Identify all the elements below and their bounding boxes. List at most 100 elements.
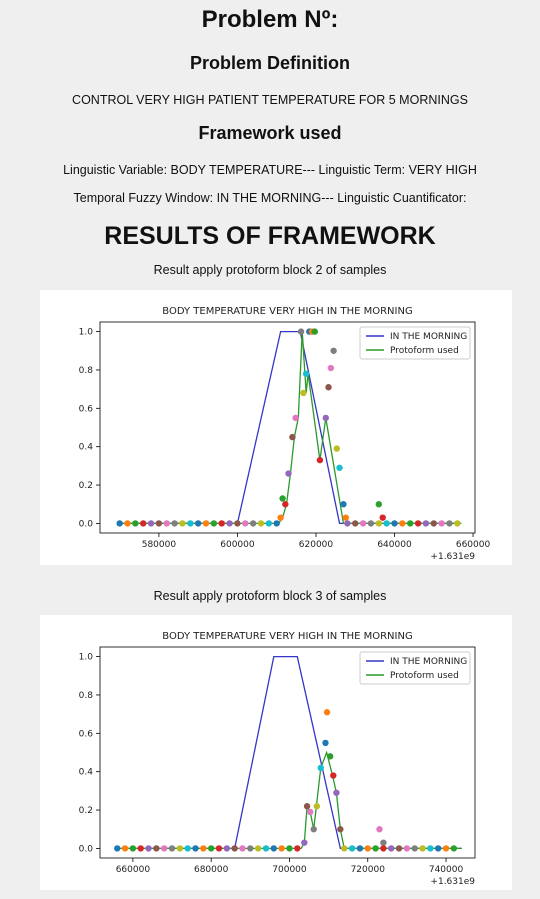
legend-box — [359, 326, 471, 360]
data-point — [114, 845, 121, 852]
data-point — [289, 433, 296, 441]
data-point — [322, 739, 329, 747]
data-point — [121, 845, 129, 852]
data-point — [153, 845, 160, 852]
data-point — [286, 845, 293, 852]
data-point — [277, 514, 284, 521]
data-point — [442, 845, 450, 852]
data-point — [430, 520, 437, 527]
y-tick-label: 0.2 — [79, 481, 93, 491]
series-line — [119, 331, 462, 525]
data-point — [322, 414, 329, 422]
y-tick-label: 0.4 — [79, 443, 94, 453]
data-point — [375, 520, 382, 527]
results-heading: RESULTS OF FRAMEWORK — [104, 222, 436, 250]
data-point — [307, 808, 314, 816]
data-point — [239, 845, 246, 852]
data-point — [375, 501, 382, 508]
data-point — [316, 456, 324, 464]
data-point — [218, 520, 225, 527]
data-point — [399, 520, 406, 527]
data-point — [254, 845, 262, 852]
section-heading: Framework used — [198, 123, 342, 143]
data-point — [171, 520, 178, 527]
data-point — [327, 364, 335, 372]
plot-area — [114, 655, 462, 852]
data-point — [129, 845, 137, 852]
data-point — [282, 501, 289, 508]
x-offset-label: +1.631e9 — [430, 552, 475, 562]
data-point — [155, 520, 163, 527]
data-point — [313, 803, 321, 810]
axes-frame — [99, 321, 476, 534]
data-point — [265, 520, 273, 527]
data-point — [303, 803, 311, 810]
chart-title: BODY TEMPERATURE VERY HIGH IN THE MORNIN… — [162, 631, 412, 642]
data-point — [302, 370, 310, 377]
data-point — [340, 501, 347, 508]
data-point — [231, 845, 238, 852]
x-tick-label: 700000 — [272, 865, 307, 875]
data-point — [336, 464, 343, 471]
data-point — [323, 709, 331, 716]
data-point — [116, 520, 123, 527]
legend-box — [359, 651, 471, 685]
chart-title: BODY TEMPERATURE VERY HIGH IN THE MORNIN… — [162, 306, 412, 317]
legend-label: IN THE MORNING — [390, 332, 467, 342]
data-point — [372, 845, 379, 852]
data-point — [422, 520, 430, 527]
data-point — [403, 845, 411, 852]
data-point — [333, 789, 340, 796]
data-point — [380, 839, 387, 846]
data-point — [446, 520, 453, 527]
x-tick-label: 580000 — [142, 540, 177, 550]
data-point — [419, 845, 426, 852]
data-point — [301, 839, 308, 846]
data-point — [352, 520, 359, 527]
data-point — [234, 520, 241, 527]
data-point — [249, 520, 257, 527]
data-point — [348, 845, 356, 852]
data-point — [279, 495, 286, 502]
section-heading: Problem Definition — [189, 53, 350, 73]
data-point — [359, 520, 367, 527]
data-point — [273, 520, 280, 527]
data-point — [257, 520, 265, 527]
chart-caption: Result apply protoform block 3 of sample… — [153, 589, 387, 603]
y-tick-label: 0.4 — [79, 768, 94, 778]
data-point — [311, 328, 318, 335]
data-point — [124, 520, 131, 527]
data-point — [200, 845, 207, 852]
y-tick-label: 1.0 — [79, 653, 94, 663]
x-tick-label: 620000 — [299, 540, 334, 550]
data-point — [226, 520, 233, 527]
data-point — [325, 384, 332, 391]
data-point — [262, 845, 270, 852]
y-tick-label: 0.8 — [79, 366, 94, 376]
data-point — [330, 347, 337, 354]
x-offset-label: +1.631e9 — [430, 877, 475, 887]
x-tick-label: 660000 — [456, 540, 491, 550]
legend-label: Protoform used — [390, 671, 459, 681]
data-point — [388, 845, 395, 852]
data-point — [300, 389, 307, 397]
data-point — [192, 845, 199, 852]
x-tick-label: 660000 — [116, 865, 151, 875]
data-point — [176, 845, 184, 852]
series-line — [117, 750, 462, 850]
chart: BODY TEMPERATURE VERY HIGH IN THE MORNIN… — [40, 290, 512, 565]
data-point — [223, 845, 231, 852]
data-point — [411, 845, 418, 852]
data-point — [310, 826, 317, 833]
data-point — [342, 514, 350, 521]
definition: CONTROL VERY HIGH PATIENT TEMPERATURE FO… — [72, 93, 468, 107]
legend-label: Protoform used — [390, 346, 459, 356]
data-point — [294, 845, 301, 852]
data-point — [139, 520, 147, 527]
variable-line: Linguistic Variable: BODY TEMPERATURE---… — [63, 163, 477, 177]
y-tick-label: 0.6 — [79, 404, 94, 414]
data-point — [297, 328, 305, 335]
data-point — [414, 520, 422, 527]
y-tick-label: 0.0 — [79, 844, 94, 854]
